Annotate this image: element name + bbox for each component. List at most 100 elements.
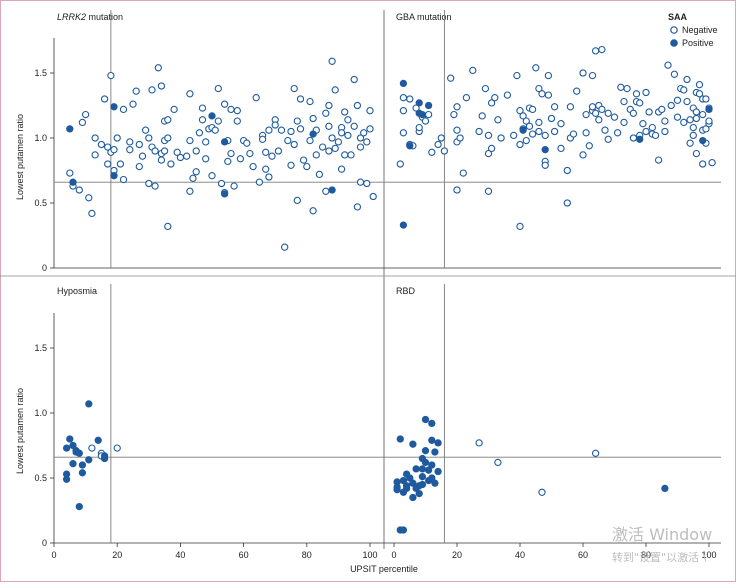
data-point-positive <box>428 436 436 444</box>
y-axis-label-top: Lowest putamen ratio <box>15 114 25 200</box>
data-point-negative <box>702 95 710 103</box>
data-point-negative <box>78 118 87 127</box>
data-point-negative <box>494 458 502 467</box>
data-point-negative <box>453 103 461 111</box>
data-point-negative <box>683 75 691 84</box>
data-point-negative <box>81 110 90 119</box>
data-point-negative <box>208 172 216 180</box>
data-point-negative <box>516 222 524 231</box>
data-point-negative <box>661 117 669 125</box>
data-point-negative <box>528 105 537 114</box>
data-point-negative <box>353 101 362 110</box>
data-point-negative <box>243 139 251 147</box>
data-point-positive <box>220 190 229 198</box>
data-point-negative <box>186 136 194 145</box>
data-point-positive <box>399 476 408 485</box>
data-point-negative <box>249 162 257 171</box>
data-point-negative <box>145 179 153 188</box>
data-point-negative <box>356 134 365 142</box>
data-point-negative <box>325 122 333 130</box>
data-point-negative <box>686 116 694 124</box>
data-point-positive <box>412 465 420 473</box>
data-point-negative <box>227 149 235 158</box>
data-point-negative <box>591 449 600 457</box>
data-point-negative <box>399 129 408 137</box>
data-point-negative <box>623 84 631 93</box>
data-point-negative <box>290 84 298 93</box>
data-point-negative <box>569 130 578 138</box>
data-point-negative <box>141 126 150 134</box>
data-point-positive <box>402 484 411 493</box>
data-point-negative <box>337 165 346 173</box>
data-point-positive <box>418 465 427 473</box>
data-point-negative <box>629 109 638 117</box>
data-point-negative <box>151 147 159 155</box>
data-point-negative <box>598 105 606 114</box>
data-point-negative <box>198 104 207 112</box>
data-point-negative <box>360 129 368 137</box>
data-point-negative <box>661 127 669 136</box>
y-tick-label: 1.5 <box>34 343 47 353</box>
x-tick-label: 20 <box>452 550 462 560</box>
data-point-negative <box>450 110 458 119</box>
data-point-negative <box>585 142 593 150</box>
data-point-positive <box>705 105 713 114</box>
data-point-negative <box>692 149 701 158</box>
data-point-negative <box>129 100 137 108</box>
data-point-negative <box>347 151 355 159</box>
data-point-positive <box>421 415 430 424</box>
data-point-negative <box>399 107 408 115</box>
data-point-negative <box>557 144 565 153</box>
data-point-negative <box>66 169 74 177</box>
data-point-negative <box>296 95 305 103</box>
data-point-negative <box>246 149 254 158</box>
data-point-negative <box>325 147 333 155</box>
data-point-negative <box>202 138 210 146</box>
data-point-negative <box>145 134 153 142</box>
data-point-negative <box>296 125 305 133</box>
data-point-negative <box>126 146 134 154</box>
data-point-negative <box>88 209 96 218</box>
data-point-negative <box>315 170 324 179</box>
data-point-negative <box>160 147 169 155</box>
data-point-negative <box>428 148 436 156</box>
data-point-negative <box>356 178 365 186</box>
data-point-negative <box>462 94 471 102</box>
data-point-negative <box>258 135 267 143</box>
data-point-positive <box>418 480 427 489</box>
data-point-negative <box>604 135 612 143</box>
data-point-positive <box>421 447 430 455</box>
data-point-negative <box>236 155 245 163</box>
watermark-line1: 激活 Window <box>612 525 712 544</box>
data-point-negative <box>104 160 112 168</box>
data-point-negative <box>341 108 349 116</box>
data-point-negative <box>484 149 493 158</box>
data-point-positive <box>636 135 644 143</box>
data-point-negative <box>550 103 559 111</box>
data-point-positive <box>66 125 74 133</box>
data-point-negative <box>695 90 704 98</box>
data-point-negative <box>287 127 295 136</box>
data-point-negative <box>220 100 229 108</box>
data-point-negative <box>632 90 641 98</box>
data-point-negative <box>274 147 283 155</box>
data-point-negative <box>532 64 540 72</box>
data-point-negative <box>503 91 512 99</box>
data-point-negative <box>648 123 656 132</box>
legend-filled-marker <box>670 39 678 47</box>
data-point-negative <box>525 122 534 130</box>
data-point-negative <box>230 182 238 190</box>
data-point-negative <box>459 169 467 177</box>
data-point-negative <box>535 118 543 127</box>
data-point-positive <box>399 526 408 534</box>
data-point-negative <box>271 121 279 129</box>
data-point-negative <box>91 134 99 142</box>
data-point-negative <box>217 179 226 188</box>
data-point-negative <box>186 90 194 98</box>
data-point-negative <box>170 105 178 114</box>
data-point-negative <box>353 203 362 211</box>
data-point-negative <box>440 147 449 155</box>
data-point-negative <box>341 151 349 159</box>
data-point-negative <box>399 94 408 102</box>
data-point-negative <box>642 88 650 97</box>
